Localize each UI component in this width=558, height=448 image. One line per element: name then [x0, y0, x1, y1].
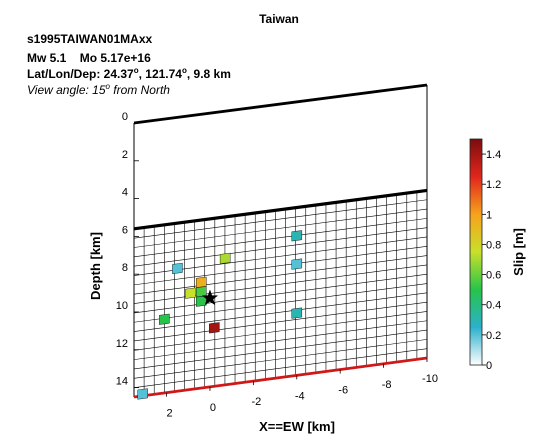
colorbar-tick-label: 1 — [486, 209, 492, 221]
view-prefix: View angle: 15 — [27, 83, 106, 97]
colorbar-tick-label: 0.6 — [486, 270, 501, 282]
colorbar-ticks: 0 0.2 0.4 0.6 0.8 1 1.2 1.4 — [482, 149, 501, 372]
fault-bottom-edge — [133, 356, 428, 399]
grid-line — [133, 208, 428, 248]
lon-value: 121.74 — [145, 67, 182, 81]
magnitude-line: Mw 5.1 Mo 5.17e+16 — [27, 51, 151, 65]
grid-line — [133, 245, 428, 286]
colorbar-label: Slip [m] — [511, 228, 526, 276]
y-tick-label: 4 — [122, 187, 128, 199]
slip-patch — [137, 388, 148, 400]
lat-value: 24.37 — [103, 67, 134, 81]
grid-line — [133, 218, 428, 258]
axis-ticks: 0 2 4 6 8 10 12 14 2 0 -2 -4 -6 -8 -10 — [116, 111, 438, 420]
grid-line — [133, 329, 428, 370]
y-axis-label: Depth [km] — [88, 232, 103, 300]
slip-patch — [185, 287, 196, 299]
colorbar-tick-label: 0 — [486, 360, 492, 372]
grid-line — [133, 348, 428, 388]
slip-patch — [196, 276, 207, 288]
slip-patch — [159, 313, 170, 325]
event-id: s1995TAIWAN01MAxx — [27, 32, 153, 46]
location-line: Lat/Lon/Dep: 24.37o, 121.74o, 9.8 km — [27, 66, 231, 81]
hypocenter-star — [201, 289, 219, 306]
slip-patch — [291, 307, 303, 319]
x-tick-label: 0 — [210, 402, 216, 414]
grid-line — [133, 283, 428, 323]
grid-line — [133, 301, 428, 342]
grid-line — [133, 273, 428, 314]
y-tick-label: 0 — [122, 111, 128, 123]
fault-top-edge — [133, 188, 428, 231]
colorbar: 0 0.2 0.4 0.6 0.8 1 1.2 1.4 Slip [m] — [469, 138, 526, 372]
x-tick-label: -8 — [382, 379, 392, 391]
chart-title: Taiwan — [259, 12, 299, 26]
slip-patch — [172, 262, 183, 275]
x-tick-label: -10 — [422, 373, 438, 385]
colorbar-gradient — [469, 138, 483, 366]
y-tick-label: 8 — [122, 262, 128, 274]
grid-line — [133, 236, 428, 276]
grid-line — [133, 199, 428, 239]
x-tick-label: 2 — [166, 408, 172, 420]
colorbar-tick-label: 0.8 — [486, 239, 501, 251]
y-tick-label: 10 — [116, 300, 128, 312]
y-tick-label: 6 — [122, 224, 128, 236]
slip-patch — [219, 252, 231, 264]
plot-frame — [133, 83, 428, 399]
x-axis-label: X==EW [km] — [259, 419, 335, 434]
dep-value: 9.8 km — [193, 67, 231, 81]
colorbar-tick-label: 0.2 — [486, 330, 501, 342]
y-tick-label: 2 — [122, 149, 128, 161]
grid-line — [133, 320, 428, 360]
grid-line — [133, 311, 428, 351]
slip-patch — [291, 258, 303, 270]
view-angle-line: View angle: 15o from North — [27, 82, 170, 97]
surface-line — [133, 83, 428, 125]
grid-line — [133, 339, 428, 379]
grid-line — [133, 264, 428, 304]
colorbar-tick-label: 1.2 — [486, 179, 501, 191]
grid-line — [133, 227, 428, 267]
slip-patches — [137, 230, 303, 400]
x-tick-label: -6 — [338, 385, 348, 397]
fault-grid — [133, 190, 428, 398]
colorbar-tick-label: 1.4 — [486, 149, 501, 161]
colorbar-tick-label: 0.4 — [486, 300, 501, 312]
grid-line — [133, 292, 428, 332]
x-tick-label: -4 — [295, 390, 305, 402]
view-suffix: from North — [109, 83, 170, 97]
slip-patch — [209, 322, 220, 334]
location-prefix: Lat/Lon/Dep: — [27, 67, 104, 81]
mw-value: Mw 5.1 — [27, 51, 67, 65]
y-tick-label: 12 — [116, 338, 128, 350]
grid-line — [133, 255, 428, 295]
x-tick-label: -2 — [251, 396, 261, 408]
mo-value: Mo 5.17e+16 — [79, 51, 151, 65]
y-tick-label: 14 — [116, 376, 128, 388]
slip-patch — [291, 230, 303, 242]
